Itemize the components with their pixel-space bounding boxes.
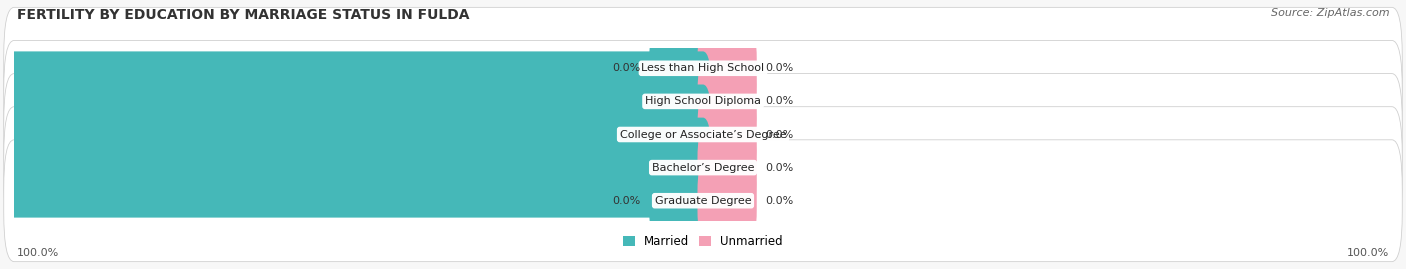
Text: Bachelor’s Degree: Bachelor’s Degree — [652, 162, 754, 173]
Text: 0.0%: 0.0% — [613, 63, 641, 73]
Text: Source: ZipAtlas.com: Source: ZipAtlas.com — [1271, 8, 1389, 18]
Text: High School Diploma: High School Diploma — [645, 96, 761, 107]
Text: 0.0%: 0.0% — [765, 63, 793, 73]
FancyBboxPatch shape — [6, 118, 711, 218]
Legend: Married, Unmarried: Married, Unmarried — [619, 230, 787, 253]
Text: 100.0%: 100.0% — [1347, 248, 1389, 258]
FancyBboxPatch shape — [697, 165, 756, 237]
FancyBboxPatch shape — [6, 51, 711, 151]
Text: College or Associate’s Degree: College or Associate’s Degree — [620, 129, 786, 140]
Text: FERTILITY BY EDUCATION BY MARRIAGE STATUS IN FULDA: FERTILITY BY EDUCATION BY MARRIAGE STATU… — [17, 8, 470, 22]
FancyBboxPatch shape — [697, 98, 756, 171]
FancyBboxPatch shape — [6, 84, 711, 185]
FancyBboxPatch shape — [4, 140, 1402, 262]
Text: Graduate Degree: Graduate Degree — [655, 196, 751, 206]
Text: 0.0%: 0.0% — [765, 196, 793, 206]
FancyBboxPatch shape — [4, 40, 1402, 162]
FancyBboxPatch shape — [697, 32, 756, 104]
FancyBboxPatch shape — [650, 165, 709, 237]
FancyBboxPatch shape — [4, 7, 1402, 129]
FancyBboxPatch shape — [4, 107, 1402, 229]
Text: 100.0%: 100.0% — [17, 248, 59, 258]
FancyBboxPatch shape — [4, 74, 1402, 195]
Text: 0.0%: 0.0% — [613, 196, 641, 206]
FancyBboxPatch shape — [650, 32, 709, 104]
FancyBboxPatch shape — [697, 65, 756, 137]
FancyBboxPatch shape — [697, 132, 756, 204]
Text: 0.0%: 0.0% — [765, 96, 793, 107]
Text: 0.0%: 0.0% — [765, 162, 793, 173]
Text: 0.0%: 0.0% — [765, 129, 793, 140]
Text: Less than High School: Less than High School — [641, 63, 765, 73]
